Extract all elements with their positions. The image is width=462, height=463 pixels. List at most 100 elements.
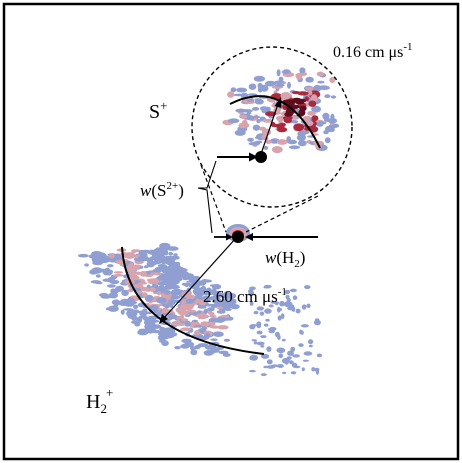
h2-plus-speckle [107,264,114,268]
h2-plus-speckle [111,299,121,306]
h2-plus-speckle [164,278,170,285]
h2-plus-speckle [263,365,269,369]
h2-plus-velocity-arrow [163,237,237,319]
zoom-speckle-hot [278,122,286,127]
h2-plus-speckle [210,338,218,342]
zoom-speckle [322,112,330,120]
h2-plus-speckle [208,317,221,323]
h2-plus-speckle [194,330,201,336]
h2-plus-speckle [270,301,280,304]
h2-plus-speckle [183,343,187,347]
h2-plus-speckle [209,311,215,318]
h2-plus-speckle [94,281,103,285]
zoom-connector-left [200,164,227,233]
h2-plus-speckle [281,338,286,342]
w-s2plus-leader-bottom [197,187,213,234]
zoom-speckle [265,80,276,87]
h2-plus-speckle [147,263,155,267]
w-h2-label: w(H2) [265,248,305,270]
h2-plus-speckle [251,339,257,342]
h2-plus-speckle [264,308,272,314]
zoom-speckle [263,145,269,150]
h2-plus-speckle [184,320,191,327]
h2-plus-speckle [221,317,233,321]
w-s2plus-center-arrowhead [226,233,233,241]
h2-plus-speckle [178,310,189,316]
h2-plus-speckle [153,319,160,323]
h2-plus-speckle [274,331,280,338]
zoom-speckle [299,67,306,74]
zoom-speckle [329,126,335,132]
h2-plus-speckle [256,341,265,346]
zoom-circle [191,46,353,208]
h2-plus-speckle [133,304,139,309]
h2-plus-speckle [139,252,148,259]
h2-plus-speckle [156,285,168,292]
h2-plus-speckle [168,281,176,288]
h2-plus-speckle [253,310,259,315]
zoom-speckle [297,140,307,147]
h2-plus-speckle [209,325,220,329]
h2-plus-speckle [205,332,211,339]
zoom-speckle [324,137,331,144]
h2-plus-speckle [290,346,296,352]
h2-plus-speckle [298,343,304,347]
h2-plus-speckle [104,267,110,272]
h2-plus-speckle [215,290,222,296]
h2-plus-speckle [186,309,197,313]
h2-plus-speckle [268,304,274,308]
h2-plus-speckle [223,300,234,304]
h2-plus-speckle [256,306,264,311]
h2-plus-speckle [190,349,198,356]
h2-plus-speckle [161,307,168,314]
zoom-speckle-hot [307,90,313,96]
zoom-center-dot [255,151,267,163]
zoom-speckle-peak [299,105,307,112]
zoom-speckle-hot [265,111,277,117]
h2-plus-speckle [289,288,297,293]
h2-plus-speckle [281,357,290,364]
h2-plus-speckle [185,298,195,304]
h2-plus-speckle [146,278,157,282]
zoom-speckle [276,69,281,77]
zoom-speckle-hot [276,127,288,133]
h2-plus-speckle [158,339,167,343]
h2-plus-speckle [256,330,263,335]
h2-plus-speckle [176,316,181,320]
zoom-speckle [271,146,283,154]
h2-plus-speckle [181,338,192,344]
h2-plus-speckle [230,304,240,310]
zoom-speckle-peak [284,112,293,117]
h2-plus-speckle [152,284,159,288]
h2-plus-speckle [176,270,183,278]
h2-plus-speckle [292,354,300,358]
h2-plus-speckle [129,264,142,268]
center-dot [232,231,244,243]
zoom-speckle-hot [307,110,316,116]
zoom-speckle [329,77,336,83]
zoom-speckle [233,93,246,97]
h2-plus-speckle [113,271,123,274]
h2-plus-speckle [196,280,207,286]
h2-plus-speckle [276,364,284,368]
zoom-speckle [252,107,260,111]
h2-plus-speckle [311,367,316,372]
zoom-speckle [239,114,248,119]
zoom-speckle [330,95,337,99]
zoom-speckle [305,76,314,83]
h2-plus-speckle [216,310,226,314]
h2-plus-speckle [287,350,294,356]
zoom-connector-right [245,195,319,233]
h2-plus-speckle [182,277,189,281]
h2-plus-speckle [196,310,202,314]
h2-plus-speckle [161,268,166,272]
zoom-speckle [316,71,325,77]
zoom-speckle [228,118,240,124]
h2-plus-speckle [249,324,256,330]
h2-plus-speckle [110,259,116,263]
h2-plus-speckle [260,345,265,348]
h2-plus-speckle [287,306,295,311]
s-plus-distribution [222,67,340,154]
h2-plus-speckle [115,285,124,292]
